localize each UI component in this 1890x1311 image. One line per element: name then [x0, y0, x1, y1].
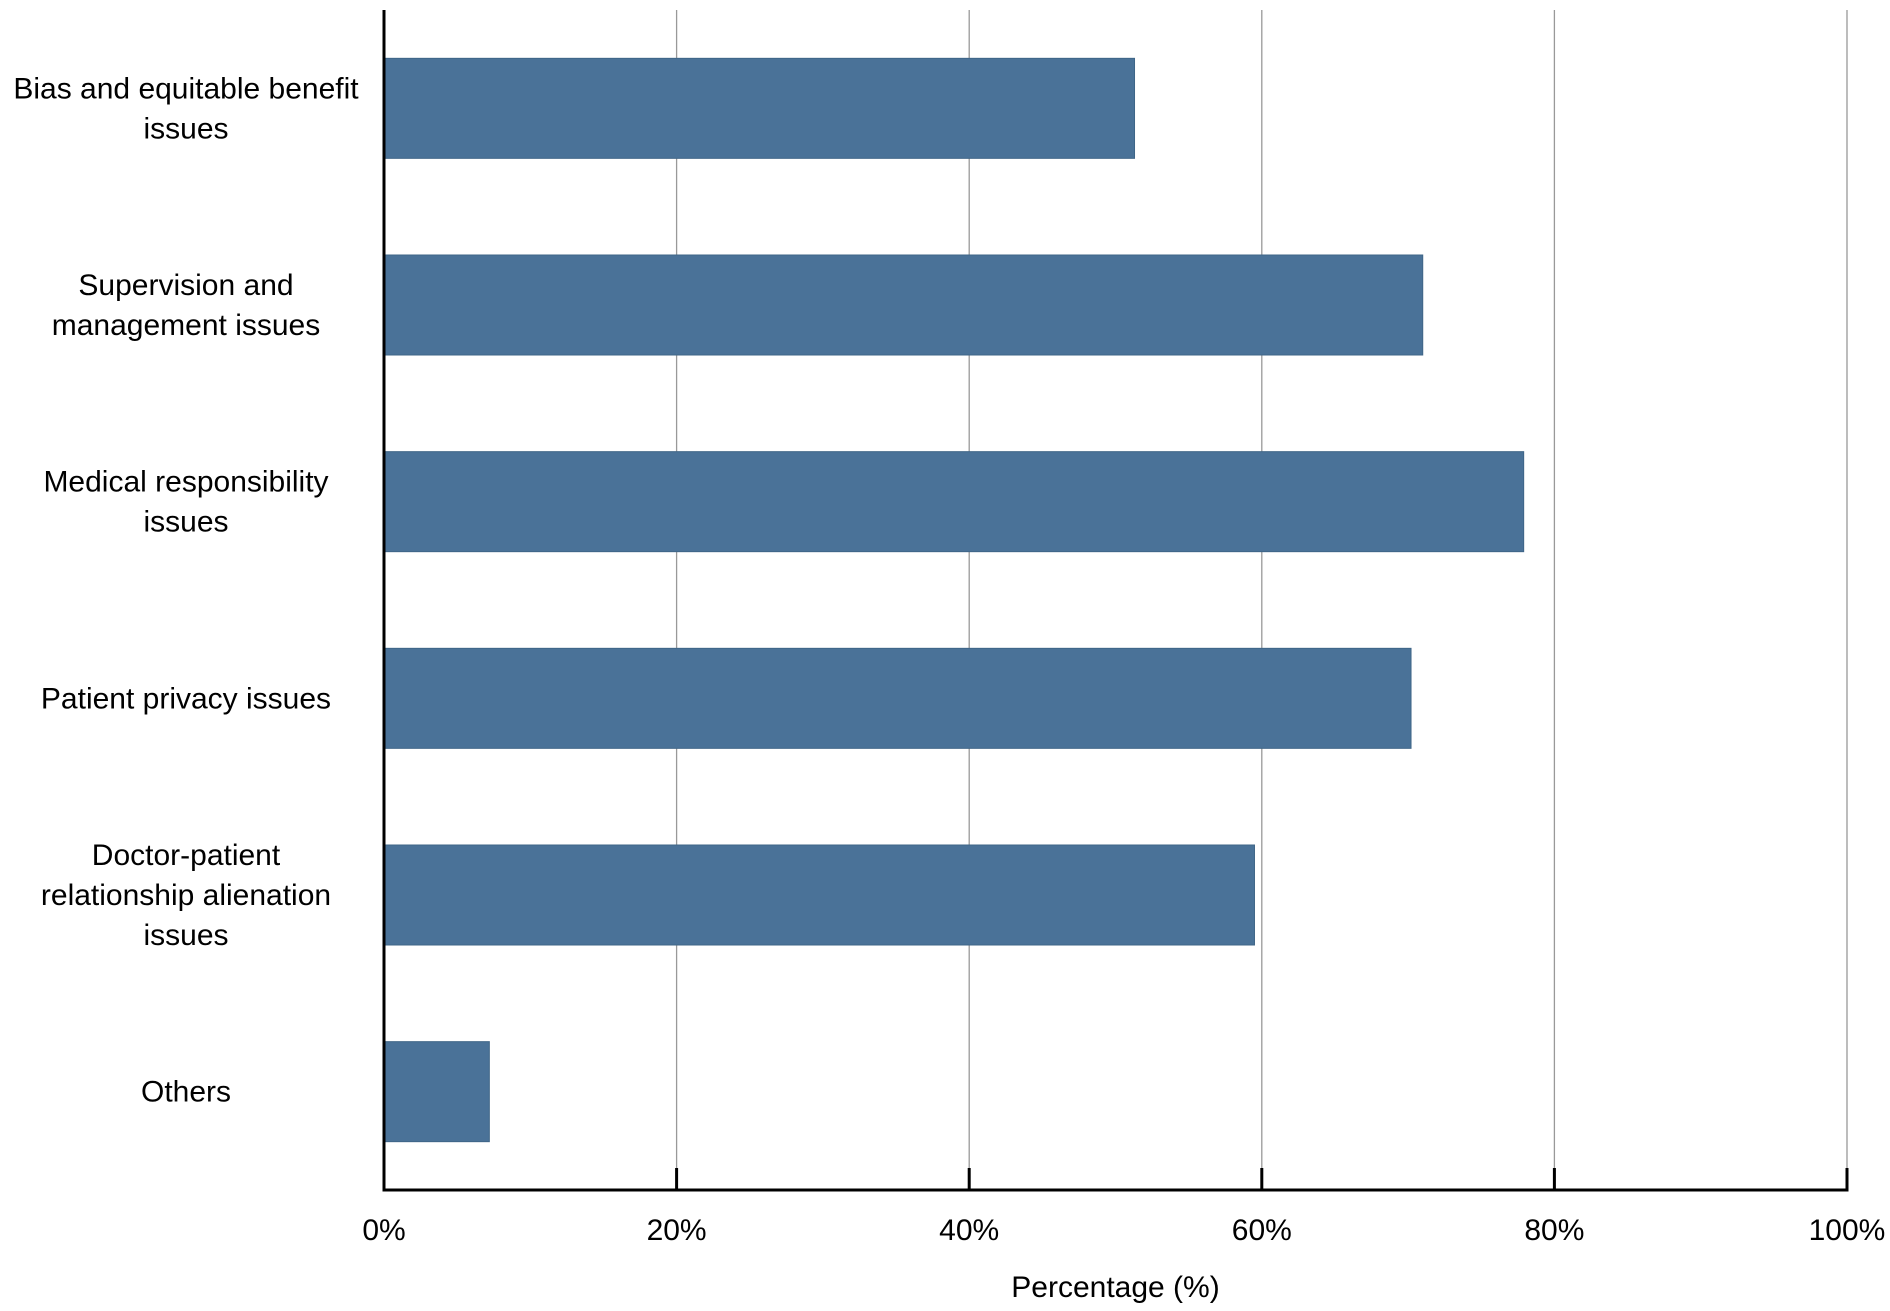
- category-label-0-line-0: Bias and equitable benefit: [13, 72, 359, 105]
- category-label-2-line-0: Medical responsibility: [43, 466, 328, 499]
- bar-1: [383, 254, 1424, 356]
- category-label-1-line-0: Supervision and: [78, 269, 293, 302]
- x-axis-title: Percentage (%): [1011, 1271, 1219, 1304]
- bar-2: [383, 451, 1525, 553]
- category-label-5-line-0: Others: [141, 1076, 231, 1109]
- x-tick-label-0: 0%: [362, 1214, 405, 1247]
- bars: [383, 57, 1525, 1143]
- category-label-2: Medical responsibility issues: [43, 466, 328, 539]
- x-tick-label-4: 80%: [1524, 1214, 1584, 1247]
- category-label-0-line-1: issues: [143, 112, 228, 145]
- category-label-0: Bias and equitable benefit issues: [13, 72, 359, 145]
- axes: [382, 10, 1849, 1192]
- category-label-2-line-1: issues: [143, 506, 228, 539]
- bar-0: [383, 57, 1136, 159]
- category-label-3-line-0: Patient privacy issues: [41, 682, 331, 715]
- bar-4: [383, 844, 1255, 946]
- category-label-5: Others: [141, 1076, 231, 1109]
- x-tick-label-1: 20%: [647, 1214, 707, 1247]
- category-label-1: Supervision and management issues: [52, 269, 320, 342]
- bar-3: [383, 647, 1412, 749]
- category-label-4-line-0: Doctor-patient: [92, 839, 281, 872]
- x-tick-label-2: 40%: [939, 1214, 999, 1247]
- category-label-1-line-1: management issues: [52, 309, 320, 342]
- category-label-4: Doctor-patient relationship alienation iss…: [41, 839, 331, 952]
- category-labels: Bias and equitable benefit issues Supervis…: [13, 72, 359, 1108]
- category-label-4-line-2: issues: [143, 919, 228, 952]
- category-label-4-line-1: relationship alienation: [41, 879, 331, 912]
- x-ticks: 0% 20% 40% 60% 80% 100%: [362, 1168, 1885, 1247]
- x-tick-label-3: 60%: [1232, 1214, 1292, 1247]
- grid-lines: [675, 10, 1848, 1190]
- bar-5: [383, 1041, 490, 1143]
- category-label-3: Patient privacy issues: [41, 682, 331, 715]
- x-tick-label-5: 100%: [1809, 1214, 1886, 1247]
